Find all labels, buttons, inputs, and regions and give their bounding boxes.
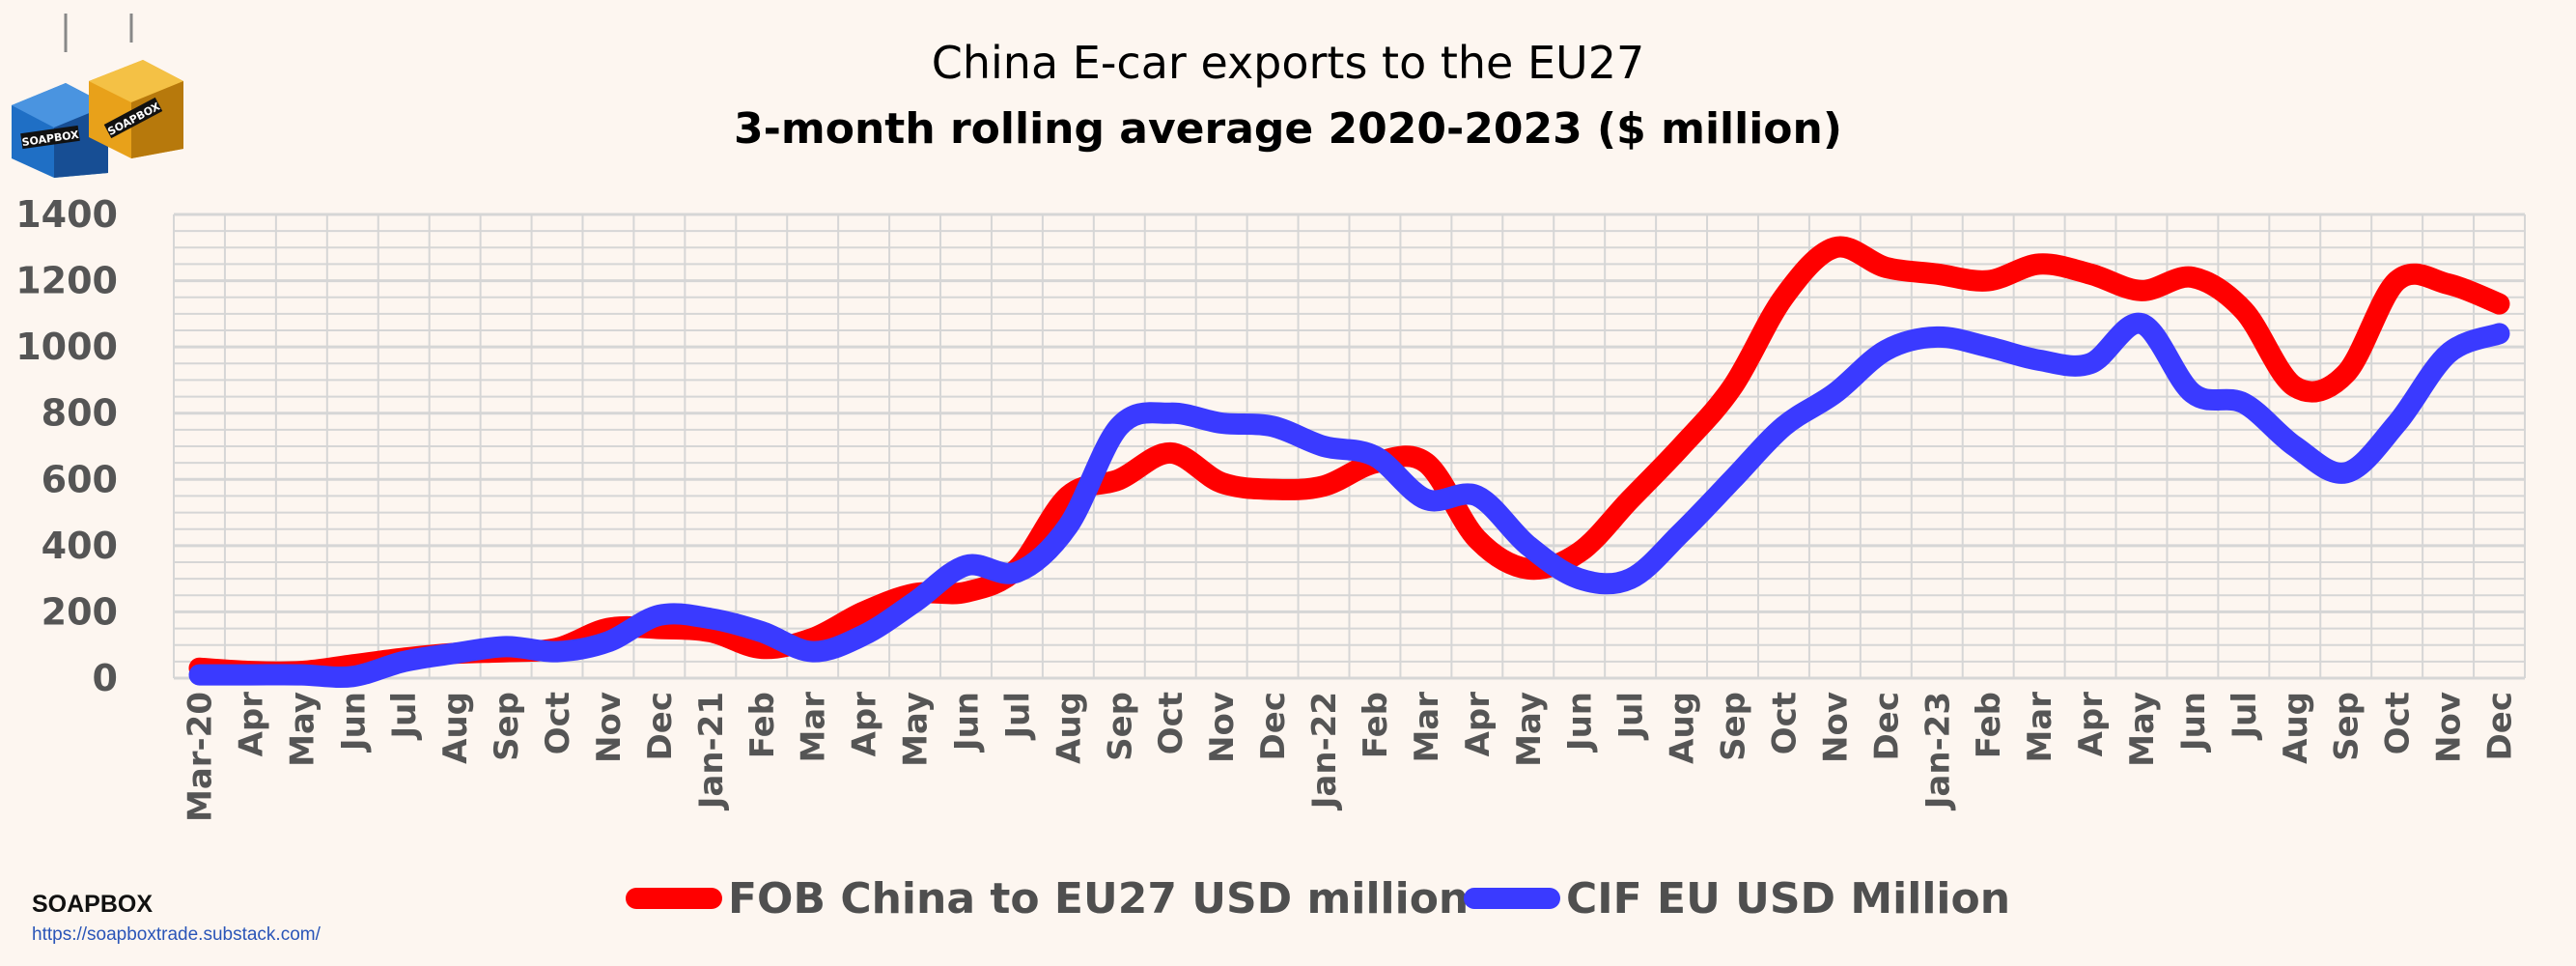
x-tick-label: Jan-21: [692, 692, 731, 810]
x-tick-label: Nov: [2430, 692, 2469, 763]
x-tick-label: Oct: [1152, 692, 1190, 754]
x-tick-label: Dec: [1254, 692, 1293, 760]
x-tick-label: Aug: [1050, 692, 1088, 764]
x-tick-label: Jun: [334, 692, 373, 753]
x-tick-label: Jul: [385, 692, 424, 741]
x-tick-label: Mar: [795, 692, 833, 763]
x-tick-label: Nov: [590, 692, 629, 763]
y-tick-label: 1000: [15, 326, 118, 368]
x-tick-label: Aug: [1664, 692, 1702, 764]
x-tick-label: Jul: [2226, 692, 2264, 741]
x-tick-label: Sep: [2328, 692, 2366, 761]
x-tick-label: Nov: [1816, 692, 1855, 763]
legend-item-fob: FOB China to EU27 USD million: [626, 869, 1469, 927]
y-tick-label: 800: [42, 392, 118, 435]
legend-label-fob: FOB China to EU27 USD million: [728, 873, 1470, 923]
x-tick-label: Sep: [1101, 692, 1139, 761]
legend-label-cif: CIF EU USD Million: [1566, 873, 2011, 923]
y-tick-label: 1200: [15, 260, 118, 302]
x-tick-label: May: [283, 692, 322, 767]
chart-subtitle: 3-month rolling average 2020-2023 ($ mil…: [734, 104, 1842, 154]
x-tick-label: Dec: [2481, 692, 2520, 760]
x-tick-label: Feb: [1357, 692, 1395, 758]
brand-url-link[interactable]: https://soapboxtrade.substack.com/: [32, 924, 321, 945]
x-tick-label: May: [897, 692, 936, 767]
x-tick-label: Apr: [232, 692, 270, 757]
grid: [173, 213, 2526, 680]
x-tick-label: Jan-23: [1918, 692, 1957, 810]
x-tick-label: Aug: [2277, 692, 2315, 764]
legend-item-cif: CIF EU USD Million: [1464, 869, 2010, 927]
x-tick-label: Mar: [2021, 692, 2059, 763]
x-tick-label: Jun: [1561, 692, 1600, 753]
x-tick-label: May: [1510, 692, 1549, 767]
x-tick-label: May: [2123, 692, 2162, 767]
y-tick-label: 600: [42, 458, 118, 500]
soapbox-logo-icon: SOAPBOX SOAPBOX: [12, 14, 183, 178]
x-tick-label: Sep: [488, 692, 526, 761]
x-tick-label: Nov: [1203, 692, 1242, 763]
x-tick-label: Oct: [539, 692, 577, 754]
series-lines: [188, 236, 2510, 689]
y-tick-label: 400: [42, 525, 118, 567]
x-tick-label: Oct: [2379, 692, 2418, 754]
x-tick-label: Jun: [2174, 692, 2213, 753]
x-axis-ticks: Mar-20 Apr May Jun Jul Aug Sep Oct Nov Dec Jan-21 F…: [181, 692, 2519, 822]
x-tick-label: Jul: [1612, 692, 1651, 741]
x-tick-label: Apr: [2072, 692, 2111, 757]
x-tick-label: Dec: [1867, 692, 1906, 760]
x-tick-label: Jan-22: [1305, 692, 1344, 810]
brand-name: SOAPBOX: [32, 891, 154, 918]
legend-swatch-cif: [1464, 888, 1560, 909]
x-tick-label: Feb: [1970, 692, 2008, 758]
x-tick-label: Mar: [1408, 692, 1446, 763]
x-tick-label: Dec: [641, 692, 680, 760]
y-tick-label: 1400: [15, 193, 118, 236]
x-tick-label: Sep: [1715, 692, 1753, 761]
x-tick-label: Apr: [846, 692, 884, 757]
chart-title: China E-car exports to the EU27: [931, 37, 1645, 89]
x-tick-label: Jun: [947, 692, 986, 753]
x-tick-label: Jul: [998, 692, 1037, 741]
x-tick-label: Feb: [743, 692, 782, 758]
x-tick-label: Oct: [1765, 692, 1804, 754]
y-tick-label: 200: [42, 590, 118, 633]
legend-swatch-fob: [626, 888, 722, 909]
x-tick-label: Apr: [1459, 692, 1498, 757]
x-tick-label: Aug: [436, 692, 475, 764]
y-tick-label: 0: [93, 657, 118, 699]
series-line-cif: [188, 312, 2510, 689]
y-axis-ticks: 0 200 400 600 800 1000 1200 1400: [15, 193, 118, 699]
x-tick-label: Mar-20: [181, 692, 219, 822]
